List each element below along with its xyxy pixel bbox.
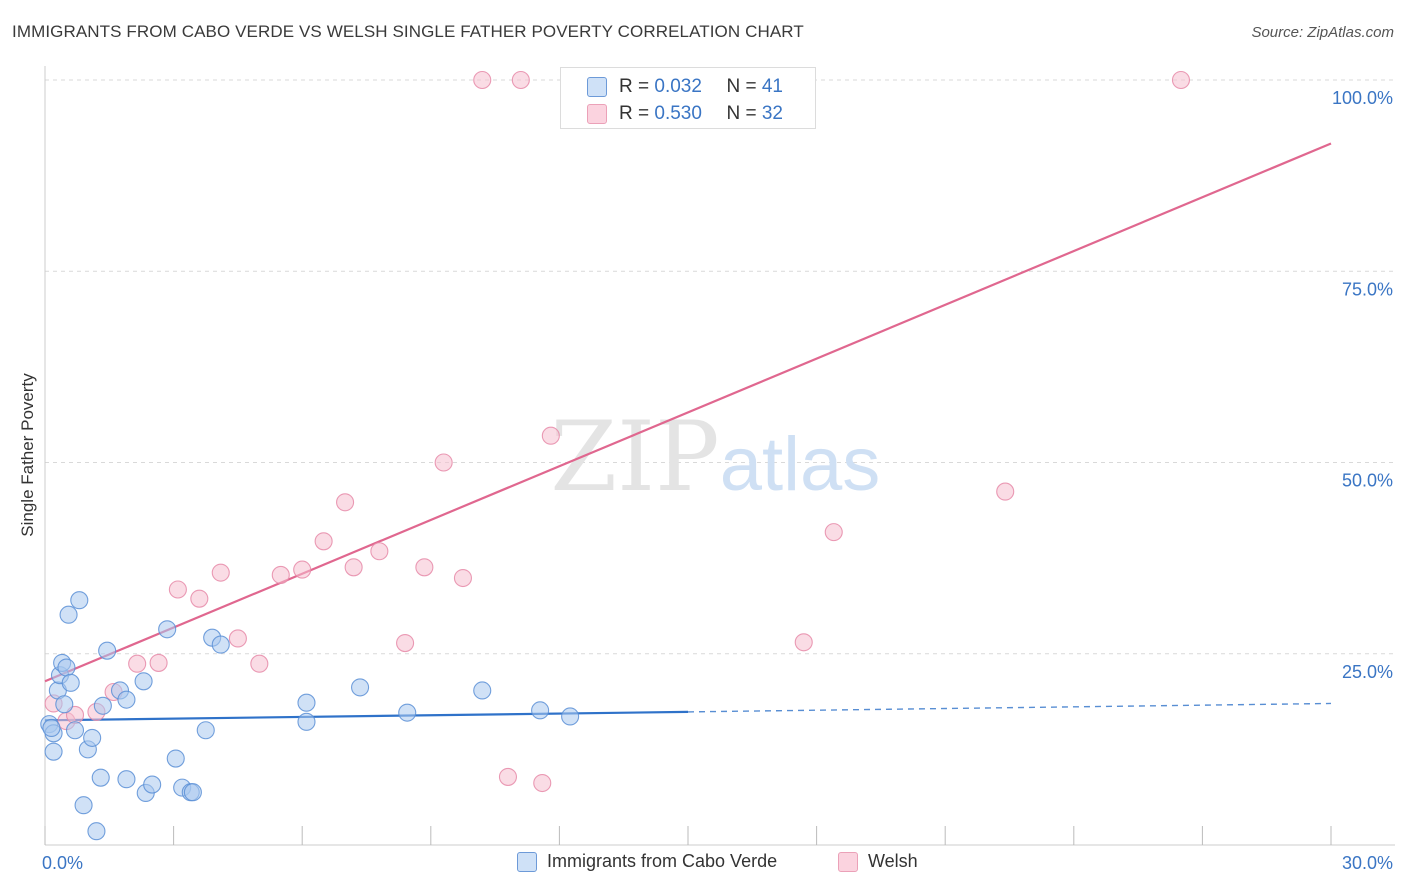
point-cabo-verde — [65, 721, 85, 740]
r-label: R = — [619, 76, 655, 97]
point-cabo-verde — [166, 749, 185, 768]
point-welsh — [314, 532, 333, 551]
legend-row-cabo-verde: R = 0.032 N = 41 — [587, 75, 783, 99]
point-welsh — [168, 580, 187, 599]
point-cabo-verde — [98, 641, 117, 660]
legend-item-welsh[interactable]: Welsh — [838, 851, 918, 872]
n-label: N = — [726, 76, 762, 97]
source-label: Source: ZipAtlas.com — [1251, 24, 1394, 41]
n-value: 32 — [761, 103, 783, 124]
legend-label-cabo-verde: Immigrants from Cabo Verde — [547, 851, 778, 871]
chart-title: IMMIGRANTS FROM CABO VERDE VS WELSH SING… — [12, 22, 804, 41]
point-welsh — [996, 482, 1015, 501]
point-cabo-verde — [297, 693, 316, 712]
point-welsh — [128, 654, 147, 673]
point-welsh — [824, 523, 843, 542]
point-cabo-verde — [351, 678, 370, 697]
point-cabo-verde — [117, 770, 136, 789]
r-value: 0.530 — [654, 103, 702, 124]
point-cabo-verde — [44, 742, 63, 761]
point-cabo-verde — [531, 701, 550, 720]
legend-swatch-pink — [838, 851, 858, 872]
point-cabo-verde — [42, 718, 61, 738]
point-welsh — [293, 560, 312, 579]
point-welsh — [1171, 70, 1191, 90]
point-welsh — [434, 453, 453, 472]
point-welsh — [250, 654, 269, 673]
y-axis-label: Single Father Poverty — [18, 373, 37, 537]
point-cabo-verde — [83, 728, 102, 747]
point-cabo-verde — [57, 658, 76, 677]
trend-line-cabo-verde-extension — [687, 702, 1332, 713]
y-tick-label: 75.0% — [1342, 279, 1393, 299]
trend-line-welsh — [44, 142, 1332, 683]
point-welsh — [228, 629, 247, 648]
point-welsh — [336, 493, 355, 512]
point-cabo-verde — [143, 775, 162, 794]
x-tick-label-min: 0.0% — [42, 853, 83, 873]
point-cabo-verde — [158, 620, 177, 639]
point-cabo-verde — [87, 822, 106, 841]
point-cabo-verde — [297, 712, 316, 731]
point-cabo-verde — [70, 591, 89, 610]
point-cabo-verde — [134, 672, 153, 691]
legend-swatch-blue — [517, 851, 537, 872]
x-tick-label-max: 30.0% — [1342, 853, 1393, 873]
point-welsh — [211, 563, 230, 582]
point-cabo-verde — [59, 605, 78, 624]
y-tick-labels: 25.0% 50.0% 75.0% 100.0% — [1332, 88, 1393, 682]
point-cabo-verde — [473, 681, 492, 700]
y-tick-label: 25.0% — [1342, 662, 1393, 682]
point-cabo-verde — [61, 673, 80, 692]
watermark-atlas: atlas — [720, 422, 881, 507]
point-welsh — [149, 653, 168, 672]
point-cabo-verde — [398, 703, 417, 722]
watermark: ZIP atlas — [550, 401, 880, 513]
r-label: R = — [619, 103, 655, 124]
point-welsh — [498, 767, 518, 786]
legend-row-welsh: R = 0.530 N = 32 — [587, 102, 783, 126]
point-cabo-verde — [93, 696, 112, 715]
point-welsh — [396, 633, 415, 653]
point-welsh — [473, 70, 492, 90]
point-welsh — [533, 773, 552, 793]
point-welsh — [344, 558, 363, 577]
r-value: 0.032 — [654, 76, 702, 97]
y-tick-label: 50.0% — [1342, 471, 1393, 491]
series-legend: Immigrants from Cabo Verde Welsh — [0, 851, 1406, 877]
n-label: N = — [726, 103, 762, 124]
point-cabo-verde — [117, 690, 136, 709]
watermark-zip: ZIP — [550, 401, 719, 513]
point-welsh — [370, 542, 389, 561]
point-welsh — [271, 565, 290, 585]
point-cabo-verde — [55, 695, 74, 714]
point-welsh — [541, 426, 560, 445]
legend-swatch-pink — [587, 104, 607, 124]
x-tick-labels: 0.0% 30.0% — [42, 853, 1393, 873]
correlation-legend: R = 0.032 N = 41 R = 0.530 N = 32 — [560, 67, 816, 129]
axes — [44, 66, 1395, 846]
point-welsh — [794, 633, 813, 652]
point-cabo-verde — [183, 783, 202, 802]
point-cabo-verde — [74, 796, 93, 815]
gridlines — [45, 79, 1395, 655]
trend-lines — [44, 142, 1332, 722]
point-welsh — [415, 558, 434, 577]
y-tick-label: 100.0% — [1332, 88, 1393, 108]
point-welsh — [453, 568, 473, 588]
legend-item-cabo-verde[interactable]: Immigrants from Cabo Verde — [517, 851, 777, 872]
legend-swatch-blue — [587, 77, 607, 97]
point-cabo-verde — [561, 707, 580, 726]
n-value: 41 — [761, 76, 783, 97]
point-welsh — [511, 70, 530, 90]
point-cabo-verde — [196, 721, 215, 740]
point-welsh — [190, 589, 209, 608]
legend-label-welsh: Welsh — [868, 851, 918, 871]
point-cabo-verde — [211, 635, 230, 654]
trend-line-cabo-verde — [44, 710, 689, 722]
point-cabo-verde — [91, 768, 110, 787]
